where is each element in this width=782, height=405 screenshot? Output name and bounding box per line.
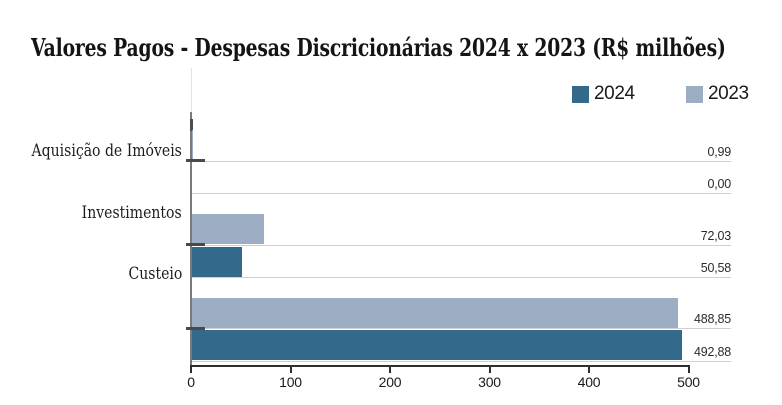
value-label-2023-aquisicao-de-imoveis: 0,99 <box>707 144 731 159</box>
category-label-aquisicao-de-imoveis: Aquisição de Imóveis <box>31 141 182 160</box>
value-label-2024-investimentos: 50,58 <box>700 261 731 275</box>
y-axis-line-upper <box>190 68 192 112</box>
bar-2023-aquisicao-de-imoveis[interactable] <box>192 130 194 160</box>
value-label-2023-custeio: 488,85 <box>693 312 731 326</box>
chart-title: Valores Pagos - Despesas Discricionárias… <box>31 33 726 62</box>
legend-item-2023[interactable]: 2023 <box>686 83 749 104</box>
row-line-investimentos-2023 <box>192 244 731 246</box>
bar-2024-investimentos[interactable] <box>192 246 243 277</box>
x-tick-label-300: 300 <box>478 374 501 390</box>
x-tick-label-200: 200 <box>378 374 402 390</box>
value-label-2024-aquisicao-de-imoveis: 0,00 <box>707 177 731 191</box>
x-tick-400 <box>588 367 590 373</box>
x-tick-500 <box>687 367 690 373</box>
row-line-aquisicao-de-imoveis-2024 <box>192 193 731 194</box>
x-axis-line <box>190 365 690 367</box>
x-tick-100 <box>289 367 292 373</box>
bar-2023-investimentos[interactable] <box>192 214 264 244</box>
category-tick-investimentos <box>186 243 205 246</box>
x-tick-label-400: 400 <box>577 374 601 390</box>
x-tick-0 <box>190 367 192 373</box>
category-label-custeio: Custeio <box>128 264 182 283</box>
bar-2023-custeio[interactable] <box>192 297 679 328</box>
x-tick-label-100: 100 <box>279 374 302 390</box>
legend-label-2024: 2024 <box>594 83 635 104</box>
value-label-2023-investimentos: 72,03 <box>700 228 731 243</box>
x-tick-300 <box>488 367 491 373</box>
legend-swatch-2023-icon <box>686 85 703 103</box>
legend-item-2024[interactable]: 2024 <box>572 83 635 104</box>
x-tick-200 <box>389 367 391 373</box>
category-tick-aquisicao-de-imoveis <box>186 159 205 162</box>
legend-label-2023: 2023 <box>708 83 749 104</box>
row-line-investimentos-2024 <box>192 277 731 278</box>
row-line-custeio-2024 <box>192 360 731 362</box>
category-label-investimentos: Investimentos <box>81 203 182 222</box>
category-tick-custeio <box>186 326 205 330</box>
row-line-aquisicao-de-imoveis-2023 <box>192 160 731 162</box>
value-label-2024-custeio: 492,88 <box>693 344 731 359</box>
y-axis-tick-mark <box>190 119 193 131</box>
bar-2024-custeio[interactable] <box>192 330 683 360</box>
x-tick-label-500: 500 <box>677 374 700 390</box>
row-line-custeio-2023 <box>192 328 731 329</box>
y-axis-line <box>190 112 192 365</box>
x-tick-label-0: 0 <box>187 374 195 390</box>
legend-swatch-2024-icon <box>572 85 589 103</box>
